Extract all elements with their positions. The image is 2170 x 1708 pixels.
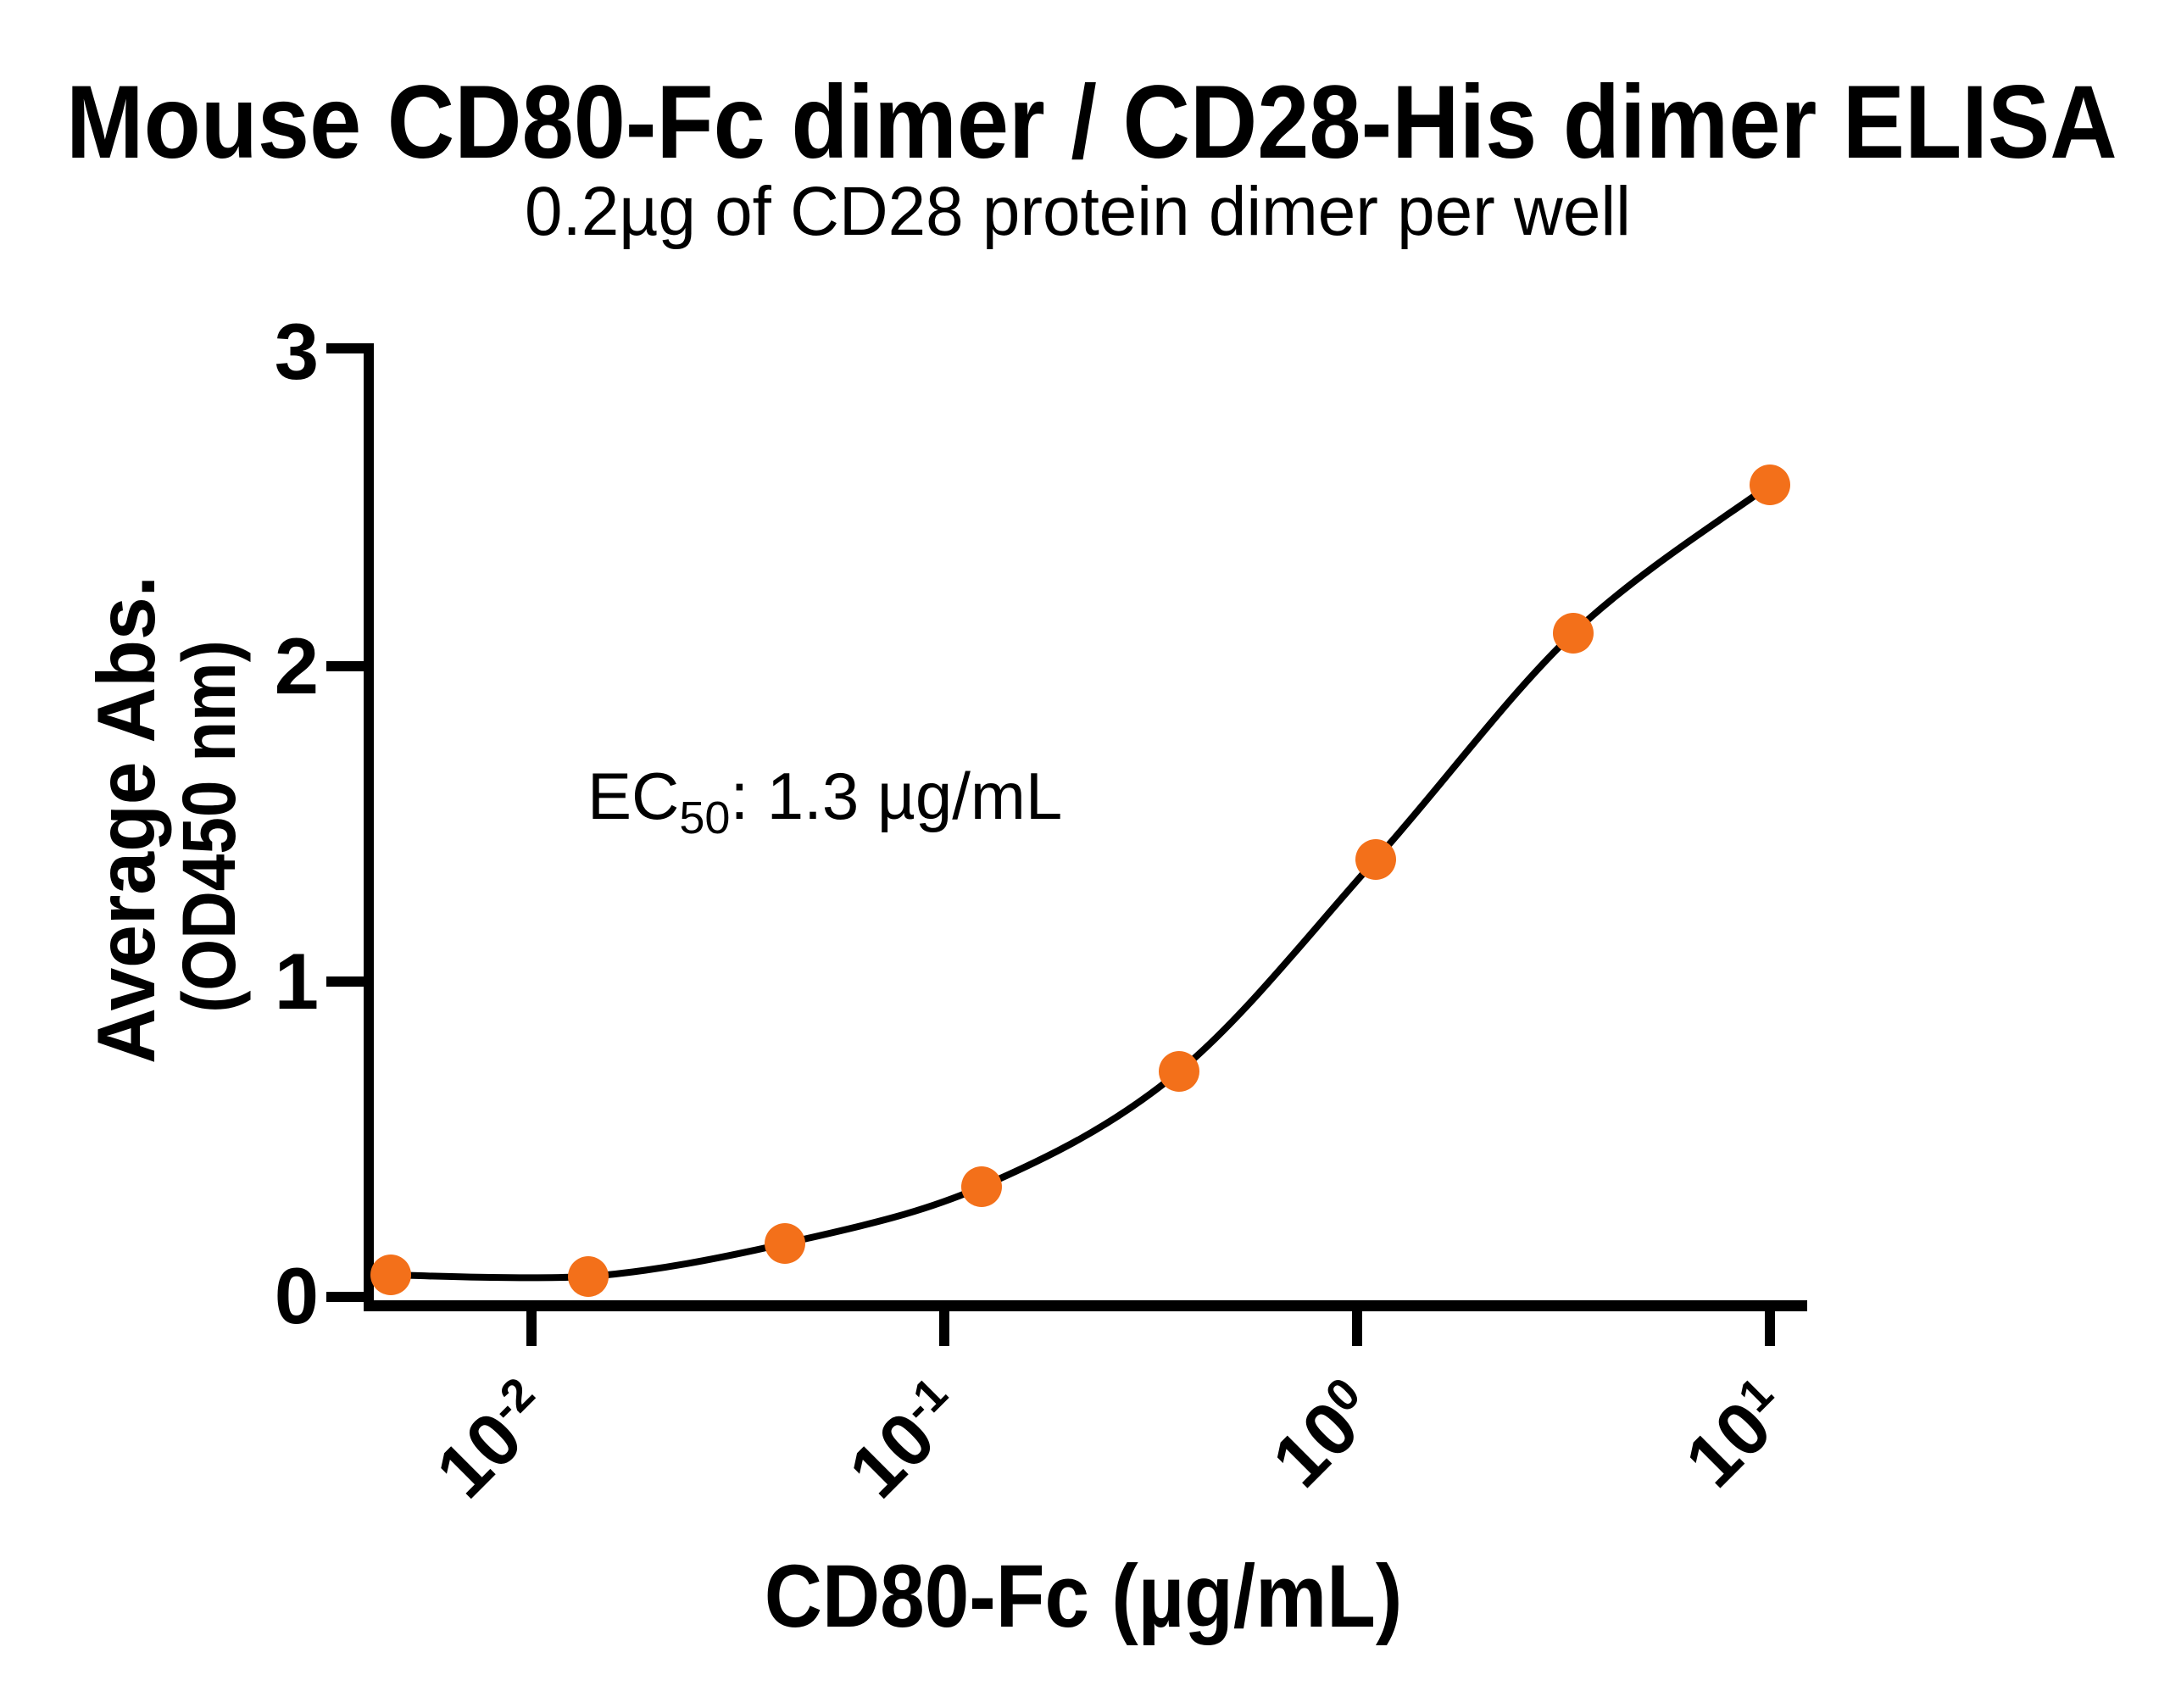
svg-text:0: 0 [275,1251,319,1340]
svg-text:3: 3 [275,307,319,396]
svg-text:EC50: 1.3 µg/mL: EC50: 1.3 µg/mL [587,759,1062,843]
svg-text:Average Abs.: Average Abs. [80,576,171,1064]
svg-text:0.2µg of CD28 protein dimer pe: 0.2µg of CD28 protein dimer per well [525,173,1631,250]
svg-text:2: 2 [275,621,319,710]
svg-text:CD80-Fc (µg/mL): CD80-Fc (µg/mL) [765,1547,1403,1646]
svg-text:(OD450 nm): (OD450 nm) [166,640,251,1013]
svg-text:Mouse CD80-Fc dimer / CD28-His: Mouse CD80-Fc dimer / CD28-His dimer ELI… [66,63,2117,180]
svg-text:1: 1 [275,937,319,1026]
